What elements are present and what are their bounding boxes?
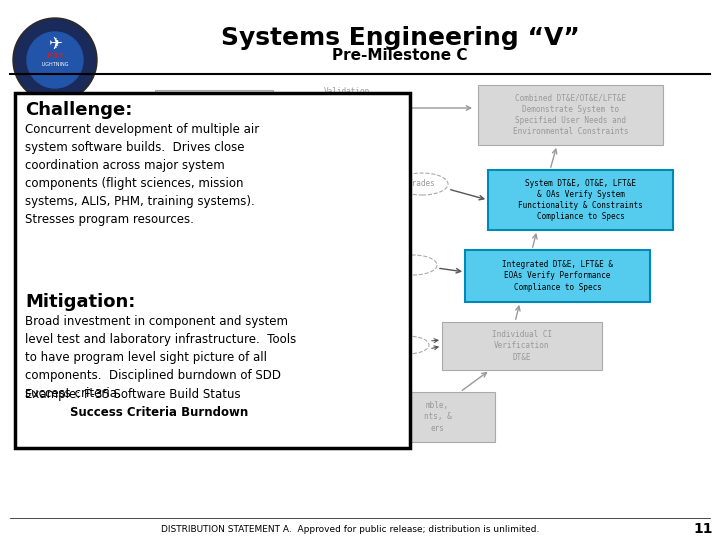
Ellipse shape <box>396 173 448 195</box>
Text: Trades: Trades <box>408 179 436 188</box>
Text: Individual CI
Verification
DT&E: Individual CI Verification DT&E <box>492 330 552 362</box>
Circle shape <box>27 32 83 88</box>
FancyBboxPatch shape <box>442 322 602 370</box>
Text: ✈: ✈ <box>48 35 62 53</box>
FancyBboxPatch shape <box>488 170 673 230</box>
Text: Pre-Milestone C: Pre-Milestone C <box>332 49 468 64</box>
Text: DISTRIBUTION STATEMENT A.  Approved for public release; distribution is unlimite: DISTRIBUTION STATEMENT A. Approved for p… <box>161 524 539 534</box>
FancyBboxPatch shape <box>380 392 495 442</box>
Text: Integrated DT&E, LFT&E &
EOAs Verify Performance
Compliance to Specs: Integrated DT&E, LFT&E & EOAs Verify Per… <box>502 260 613 292</box>
FancyBboxPatch shape <box>478 85 663 145</box>
Text: mble,
nts, &
ers: mble, nts, & ers <box>423 401 451 433</box>
Text: Success Criteria Burndown: Success Criteria Burndown <box>70 406 248 419</box>
Text: Interpret User Needs,
Refine System
Performance Specs &: Interpret User Needs, Refine System Perf… <box>166 100 263 132</box>
Ellipse shape <box>385 336 429 354</box>
Text: Challenge:: Challenge: <box>25 101 132 119</box>
FancyBboxPatch shape <box>15 93 410 448</box>
Text: LIGHTNING: LIGHTNING <box>41 63 68 68</box>
Circle shape <box>13 18 97 102</box>
Text: Broad investment in component and system
level test and laboratory infrastructur: Broad investment in component and system… <box>25 315 296 400</box>
Text: F-35: F-35 <box>47 53 63 59</box>
Text: Systems Engineering “V”: Systems Engineering “V” <box>220 26 580 50</box>
Text: System DT&E, OT&E, LFT&E
& OAs Verify System
Functionality & Constraints
Complia: System DT&E, OT&E, LFT&E & OAs Verify Sy… <box>518 179 643 221</box>
FancyBboxPatch shape <box>155 90 273 142</box>
Circle shape <box>15 20 95 100</box>
Text: Example: F-35 Software Build Status: Example: F-35 Software Build Status <box>25 388 240 401</box>
Text: Combined DT&E/OT&E/LFT&E
Demonstrate System to
Specified User Needs and
Environm: Combined DT&E/OT&E/LFT&E Demonstrate Sys… <box>513 94 629 136</box>
Text: Concurrent development of multiple air
system software builds.  Drives close
coo: Concurrent development of multiple air s… <box>25 123 259 226</box>
FancyBboxPatch shape <box>465 250 650 302</box>
Ellipse shape <box>389 255 437 275</box>
Text: Validation
Linkage: Validation Linkage <box>324 87 370 107</box>
Text: Mitigation:: Mitigation: <box>25 293 135 311</box>
Text: 11: 11 <box>693 522 713 536</box>
